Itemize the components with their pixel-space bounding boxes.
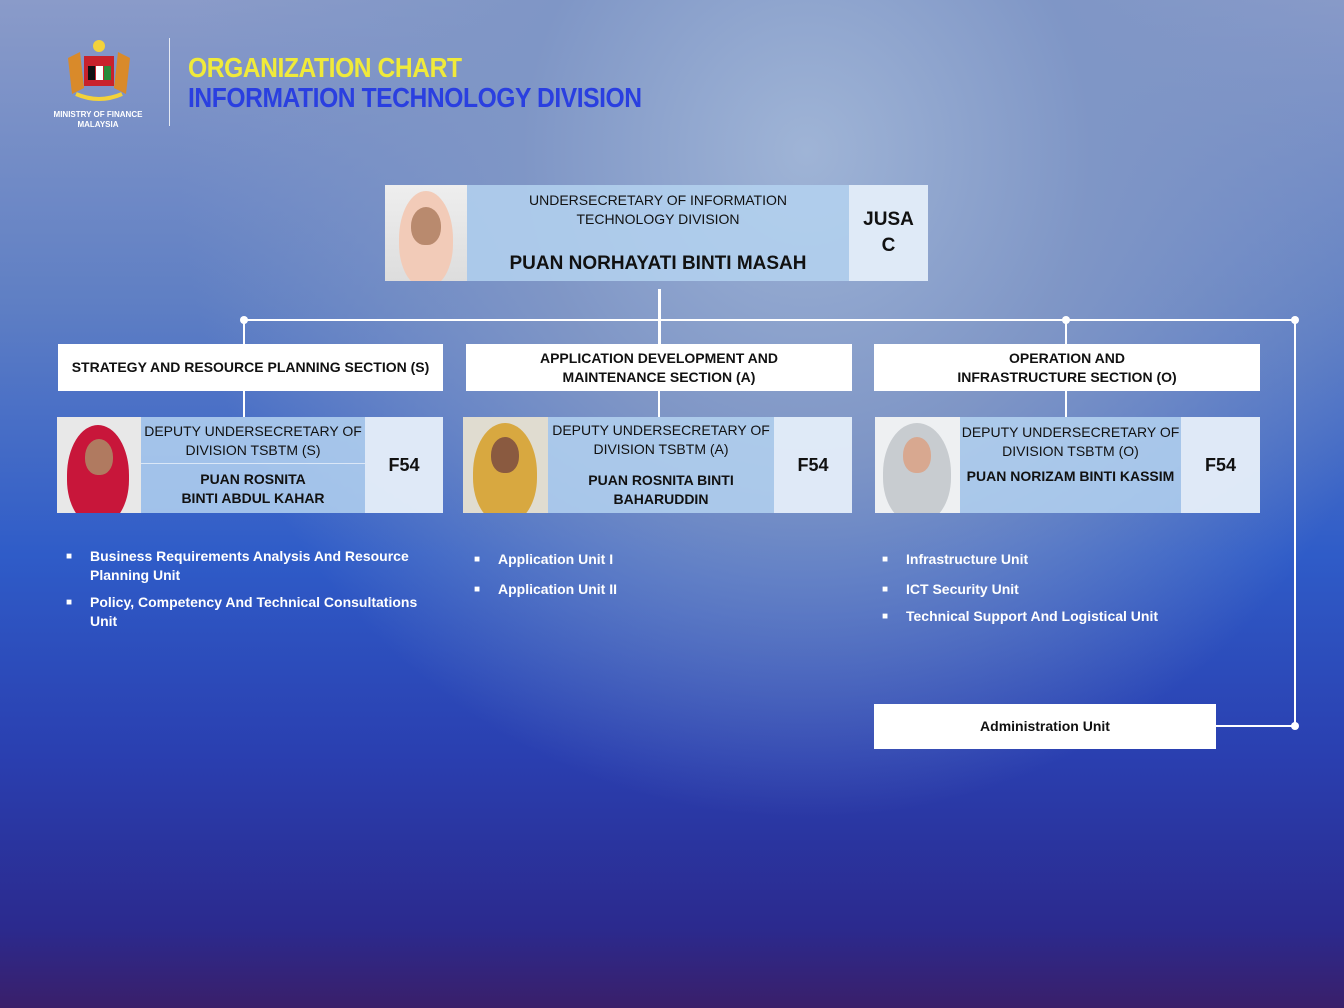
deputy-role: DEPUTY UNDERSECRETARY OF DIVISION TSBTM …: [141, 422, 365, 464]
page-subtitle: INFORMATION TECHNOLOGY DIVISION: [188, 82, 642, 113]
section-strategy: STRATEGY AND RESOURCE PLANNING SECTION (…: [58, 344, 443, 391]
deputy-name: PUAN ROSNITA BINTI ABDUL KAHAR: [181, 471, 325, 506]
deputy-role: DEPUTY UNDERSECRETARY OF DIVISION TSBTM …: [961, 424, 1180, 459]
units-list-o: ■ Infrastructure Unit ■ ICT Security Unit …: [876, 550, 1256, 634]
undersecretary-grade: JUSA C: [849, 185, 928, 281]
unit-item: ■ Technical Support And Logistical Unit: [882, 608, 1159, 624]
units-list-s: ■ Business Requirements Analysis And Reso…: [60, 547, 440, 639]
connector: [658, 289, 661, 345]
units-list-a: ■ Application Unit I ■ Application Unit II: [468, 550, 848, 607]
deputy-grade: F54: [774, 417, 852, 513]
connector: [1294, 320, 1296, 727]
connector-dot: [1291, 316, 1299, 324]
connector: [243, 320, 245, 344]
deputy-name: PUAN NORIZAM BINTI KASSIM: [966, 468, 1175, 484]
unit-item: ■ Application Unit I: [474, 551, 614, 567]
deputy-grade: F54: [365, 417, 443, 513]
connector: [658, 391, 660, 417]
deputy-card-s: DEPUTY UNDERSECRETARY OF DIVISION TSBTM …: [57, 417, 443, 513]
deputy-name: PUAN ROSNITA BINTI BAHARUDDIN: [588, 472, 734, 507]
unit-item: ■ Infrastructure Unit: [882, 551, 1029, 567]
undersecretary-photo: [385, 185, 467, 281]
header-divider: [169, 38, 170, 126]
administration-unit: Administration Unit: [874, 704, 1216, 749]
undersecretary-card: UNDERSECRETARY OF INFORMATION TECHNOLOGY…: [385, 185, 928, 281]
page-title: ORGANIZATION CHART: [188, 52, 462, 83]
deputy-card-o: DEPUTY UNDERSECRETARY OF DIVISION TSBTM …: [875, 417, 1260, 513]
section-operation: OPERATION AND INFRASTRUCTURE SECTION (O): [874, 344, 1260, 391]
deputy-role: DEPUTY UNDERSECRETARY OF DIVISION TSBTM …: [552, 422, 770, 457]
connector: [1215, 725, 1295, 727]
deputy-photo: [875, 417, 960, 513]
unit-item: ■ ICT Security Unit: [882, 581, 1019, 597]
section-application: APPLICATION DEVELOPMENT AND MAINTENANCE …: [466, 344, 852, 391]
deputy-photo: [57, 417, 141, 513]
connector: [1065, 320, 1067, 344]
unit-item: ■ Policy, Competency And Technical Consul…: [66, 594, 418, 629]
unit-item: ■ Business Requirements Analysis And Reso…: [66, 548, 409, 583]
ministry-crest-logo: [62, 38, 136, 104]
deputy-photo: [463, 417, 548, 513]
connector-dot: [1291, 722, 1299, 730]
connector-dot: [240, 316, 248, 324]
connector: [1065, 391, 1067, 417]
deputy-grade: F54: [1181, 417, 1260, 513]
connector-dot: [1062, 316, 1070, 324]
undersecretary-role: UNDERSECRETARY OF INFORMATION TECHNOLOGY…: [529, 192, 787, 227]
unit-item: ■ Application Unit II: [474, 581, 617, 597]
undersecretary-name: PUAN NORHAYATI BINTI MASAH: [509, 253, 807, 274]
connector: [244, 319, 1296, 321]
connector: [243, 391, 245, 417]
deputy-card-a: DEPUTY UNDERSECRETARY OF DIVISION TSBTM …: [463, 417, 852, 513]
ministry-name: MINISTRY OF FINANCE MALAYSIA: [53, 110, 143, 129]
